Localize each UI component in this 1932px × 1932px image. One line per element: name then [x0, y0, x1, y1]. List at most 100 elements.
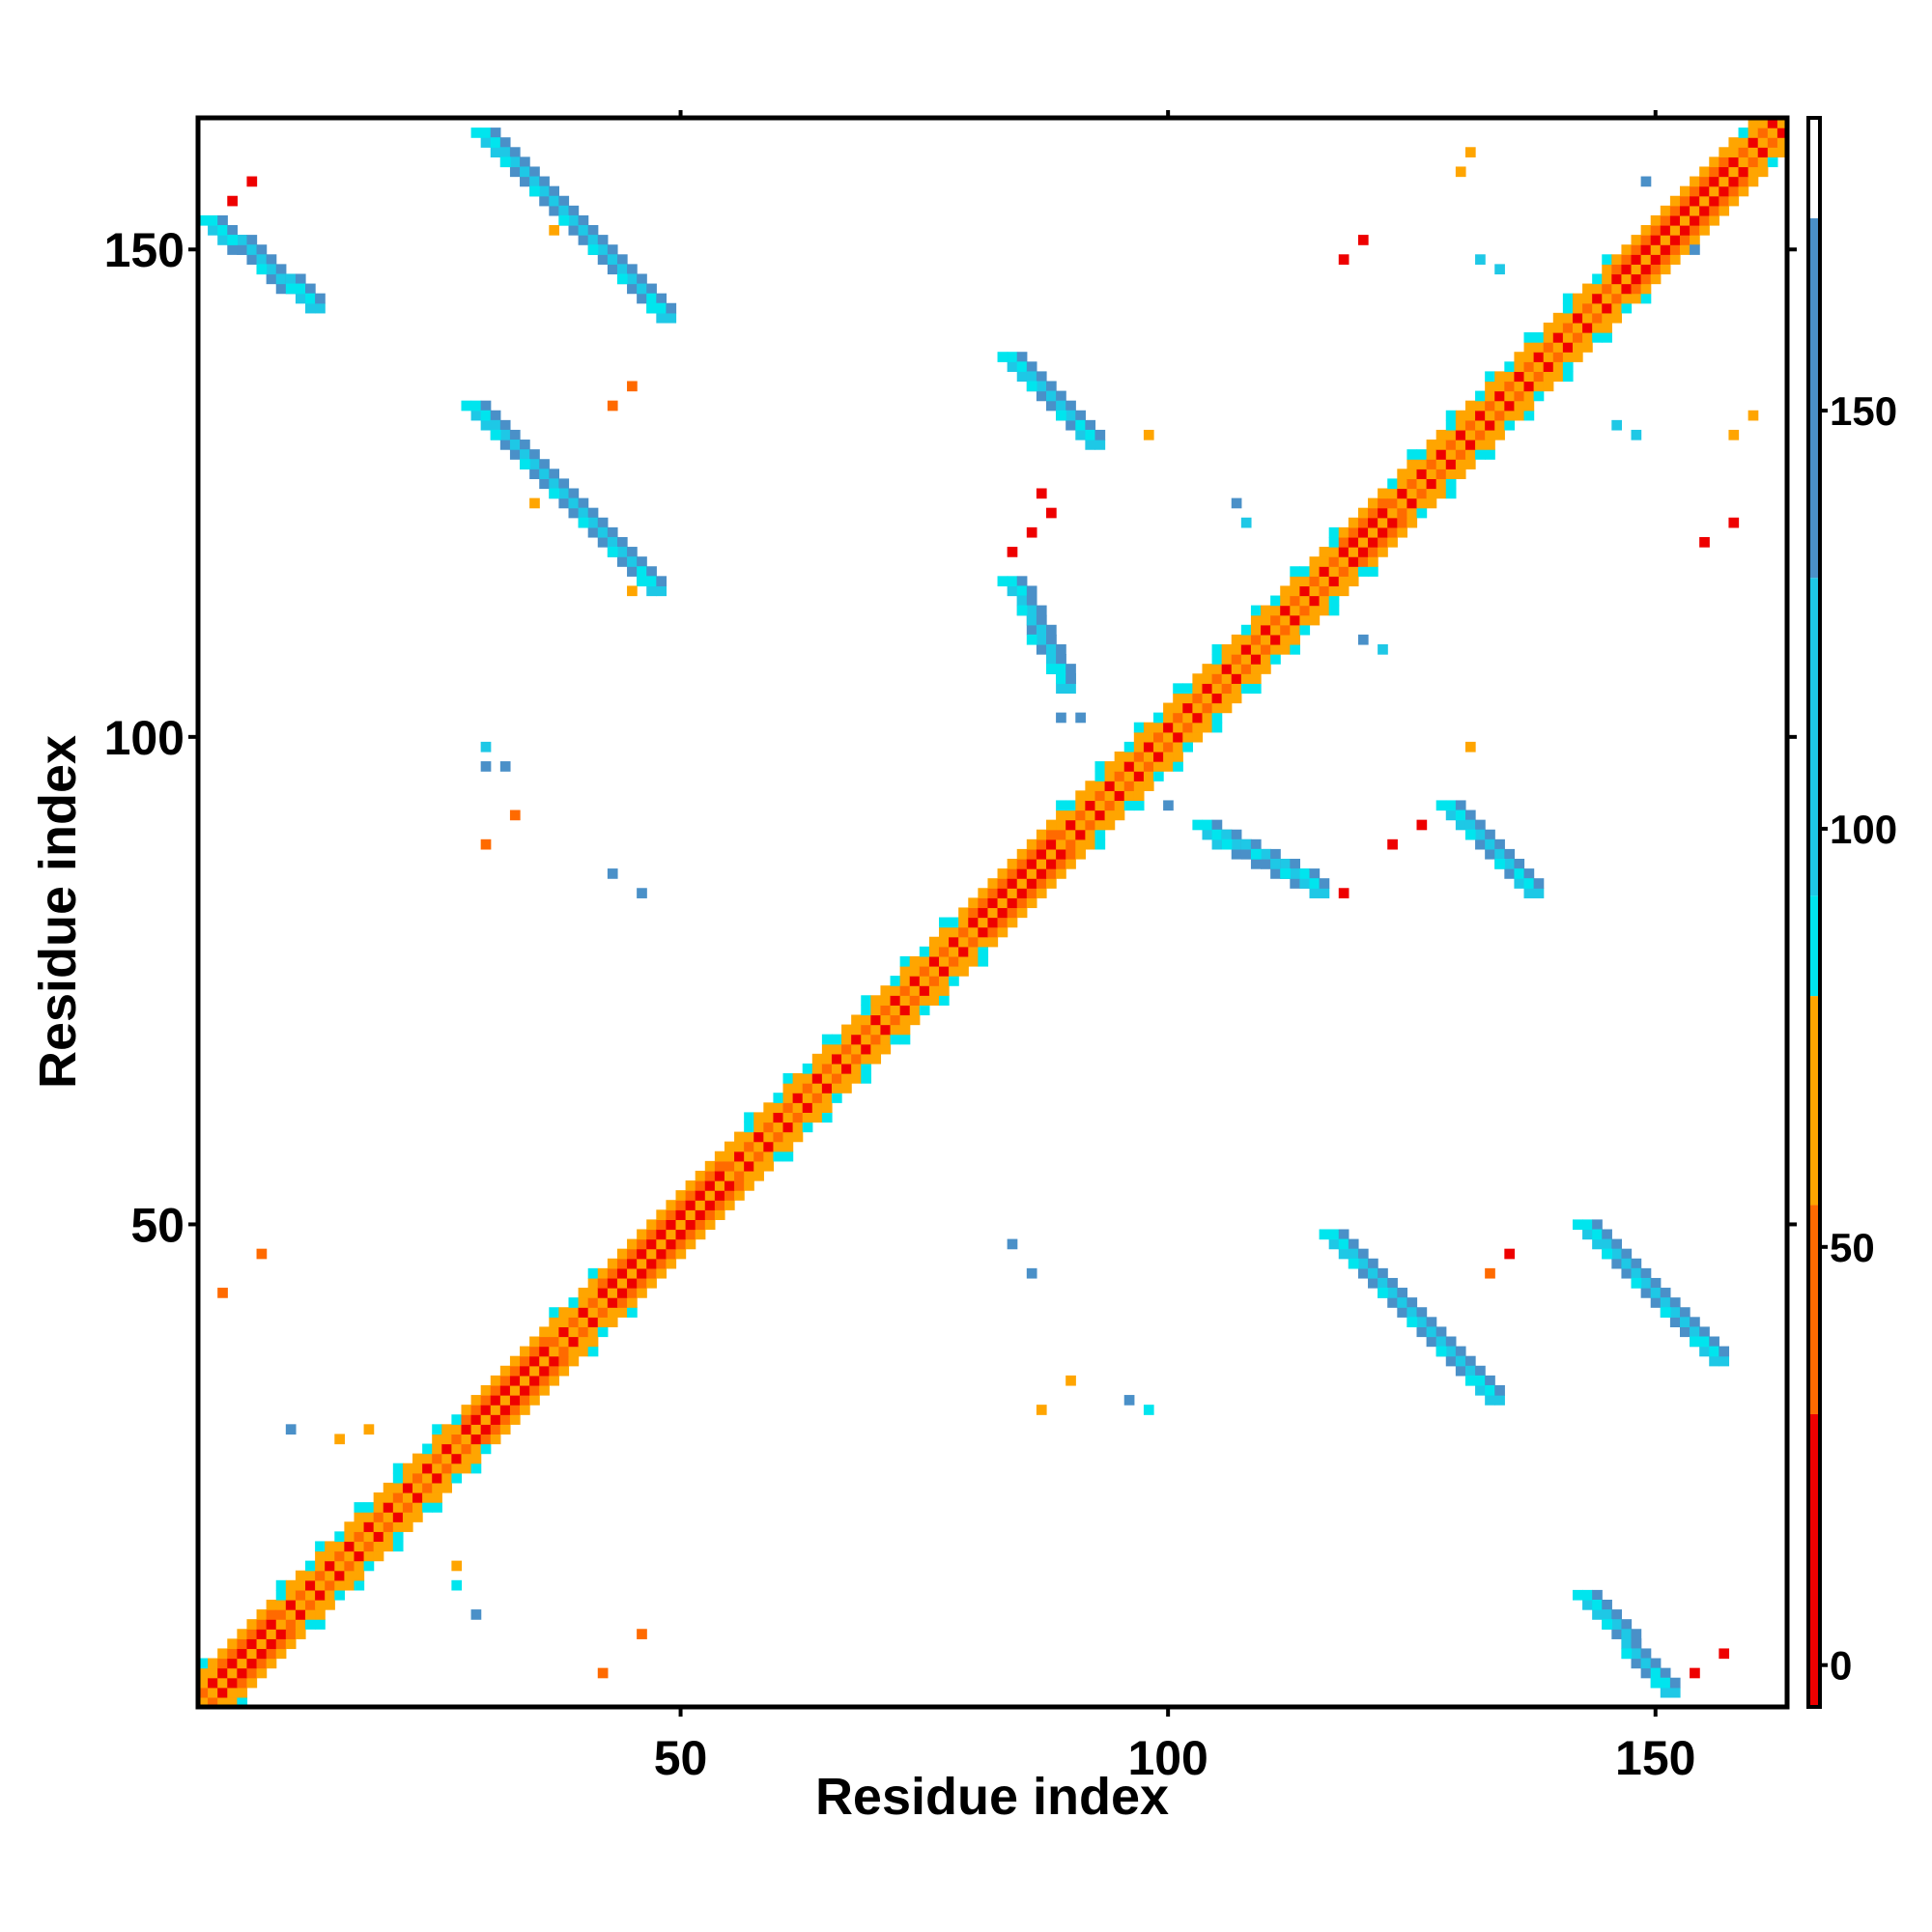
- diagonal-cell: [1328, 605, 1340, 616]
- diagonal-cell: [1192, 683, 1204, 695]
- diagonal-cell: [1494, 381, 1505, 392]
- strand-cell: [539, 195, 550, 207]
- strand-cell: [1211, 819, 1223, 831]
- diagonal-cell: [1602, 254, 1612, 265]
- diagonal-cell: [1270, 634, 1281, 645]
- diagonal-cell: [870, 1043, 882, 1055]
- diagonal-cell: [1767, 137, 1778, 148]
- strand-cell: [1621, 1629, 1633, 1639]
- contact-dot: [1475, 254, 1486, 265]
- diagonal-cell: [549, 1307, 559, 1318]
- strand-cell: [1036, 605, 1047, 616]
- diagonal-cell: [1143, 731, 1154, 743]
- strand-cell: [490, 419, 501, 431]
- diagonal-cell: [480, 1405, 492, 1415]
- diagonal-cell: [451, 1414, 463, 1425]
- diagonal-cell: [821, 1063, 833, 1074]
- diagonal-cell: [373, 1512, 384, 1522]
- strand-cell: [1328, 1238, 1340, 1250]
- diagonal-cell: [1543, 381, 1554, 392]
- strand-cell: [1270, 858, 1281, 869]
- diagonal-cell: [1747, 166, 1759, 178]
- diagonal-cell: [1338, 576, 1350, 587]
- diagonal-cell: [821, 1083, 833, 1094]
- diagonal-cell: [1747, 128, 1759, 138]
- diagonal-cell: [344, 1570, 355, 1581]
- diagonal-cell: [587, 1346, 599, 1357]
- diagonal-cell: [851, 1034, 862, 1045]
- diagonal-cell: [529, 1384, 540, 1396]
- strand-cell: [1046, 381, 1057, 392]
- diagonal-cell: [499, 1384, 511, 1396]
- diagonal-cell: [792, 1093, 804, 1103]
- diagonal-cell: [509, 1384, 521, 1396]
- diagonal-cell: [470, 1414, 482, 1425]
- diagonal-cell: [1007, 868, 1018, 879]
- strand-cell: [1709, 1355, 1719, 1367]
- diagonal-cell: [899, 976, 911, 986]
- diagonal-cell: [325, 1579, 335, 1591]
- strand-cell: [1378, 1288, 1388, 1298]
- diagonal-cell: [1650, 244, 1662, 255]
- contact-dot: [1611, 419, 1623, 431]
- diagonal-cell: [1173, 702, 1183, 714]
- strand-cell: [1387, 1288, 1398, 1298]
- diagonal-cell: [520, 1346, 530, 1357]
- strand-cell: [1650, 1658, 1662, 1669]
- diagonal-cell: [558, 1365, 570, 1377]
- diagonal-cell: [509, 1405, 521, 1415]
- strand-cell: [1640, 1288, 1652, 1298]
- contact-dot: [1338, 888, 1350, 898]
- diagonal-cell: [1669, 214, 1681, 226]
- diagonal-cell: [997, 878, 1009, 889]
- diagonal-cell: [1290, 624, 1300, 636]
- contact-dot: [1631, 429, 1642, 440]
- strand-cell: [1679, 1326, 1690, 1338]
- diagonal-cell: [1552, 342, 1564, 353]
- diagonal-cell: [1290, 566, 1300, 577]
- diagonal-cell: [792, 1102, 804, 1113]
- diagonal-cell: [1747, 156, 1759, 168]
- strand-cell: [1065, 673, 1076, 684]
- diagonal-cell: [1679, 195, 1690, 207]
- contact-dot: [1163, 800, 1174, 811]
- diagonal-cell: [958, 907, 969, 919]
- diagonal-cell: [227, 1667, 238, 1679]
- strand-cell: [275, 283, 287, 295]
- strand-cell: [1621, 1248, 1633, 1260]
- diagonal-cell: [490, 1414, 501, 1425]
- diagonal-cell: [1445, 488, 1457, 499]
- strand-cell: [656, 576, 668, 587]
- diagonal-cell: [227, 1696, 238, 1708]
- diagonal-cell: [354, 1560, 365, 1572]
- diagonal-cell: [909, 985, 921, 996]
- diagonal-cell: [1094, 781, 1106, 791]
- strand-cell: [656, 302, 668, 314]
- diagonal-cell: [861, 1053, 871, 1065]
- diagonal-cell: [1299, 576, 1311, 587]
- diagonal-cell: [1485, 410, 1495, 421]
- strand-cell: [597, 536, 609, 548]
- contact-dot: [334, 1434, 345, 1445]
- diagonal-cell: [1016, 868, 1028, 879]
- diagonal-cell: [587, 1336, 599, 1348]
- diagonal-cell: [802, 1063, 813, 1074]
- contact-dot: [1485, 1267, 1495, 1279]
- strand-cell: [1709, 1346, 1719, 1357]
- contact-dot: [1455, 166, 1466, 178]
- strand-cell: [646, 576, 657, 587]
- diagonal-cell: [422, 1463, 433, 1474]
- strand-cell: [1582, 1229, 1593, 1240]
- strand-cell: [1699, 1326, 1710, 1338]
- diagonal-cell: [480, 1384, 492, 1396]
- strand-cell: [490, 429, 501, 440]
- diagonal-cell: [792, 1131, 804, 1143]
- diagonal-cell: [1445, 469, 1457, 479]
- strand-cell: [1621, 1648, 1633, 1660]
- diagonal-cell: [1416, 469, 1428, 479]
- diagonal-cell: [412, 1463, 423, 1474]
- diagonal-cell: [1485, 381, 1495, 392]
- strand-cell: [1348, 1248, 1359, 1260]
- strand-cell: [627, 556, 638, 567]
